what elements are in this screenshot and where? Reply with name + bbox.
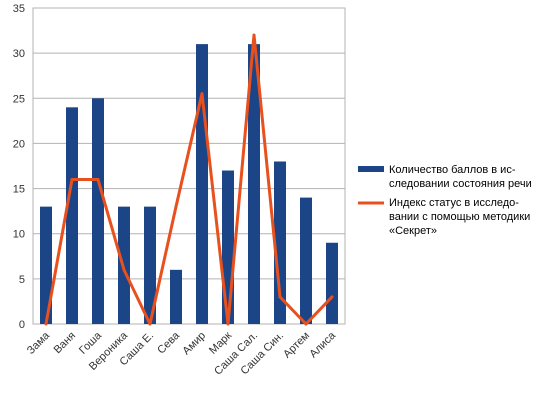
line-point: [71, 178, 74, 181]
line-point: [305, 323, 308, 326]
legend-swatch-bar: [358, 166, 384, 172]
line-point: [97, 178, 100, 181]
line-point: [123, 268, 126, 271]
bar: [92, 98, 104, 324]
bar: [326, 243, 338, 324]
line-point: [279, 295, 282, 298]
legend-label-line: Индекс статус в исследо-: [389, 197, 519, 209]
legend-label-bar: Количество баллов в ис-: [389, 164, 516, 176]
line-point: [149, 323, 152, 326]
line-point: [175, 205, 178, 208]
plot-area: [33, 8, 345, 324]
y-tick-label: 10: [13, 229, 25, 241]
y-tick-label: 25: [13, 93, 25, 105]
y-tick-label: 0: [19, 319, 25, 331]
line-point: [201, 92, 204, 95]
bar: [170, 270, 182, 324]
y-tick-label: 20: [13, 138, 25, 150]
bar: [66, 107, 78, 324]
x-tick-label: Алиса: [307, 329, 338, 360]
legend-label-line: «Секрет»: [389, 225, 437, 237]
line-point: [45, 323, 48, 326]
line-point: [227, 323, 230, 326]
line-point: [331, 295, 334, 298]
line-point: [253, 34, 256, 37]
y-tick-label: 5: [19, 274, 25, 286]
y-tick-label: 15: [13, 184, 25, 196]
y-tick-label: 30: [13, 48, 25, 60]
x-tick-label: Ваня: [52, 330, 79, 357]
y-axis-ticks: 0 5 10 15 20 25 30 35: [13, 3, 25, 331]
x-tick-label: Зама: [25, 329, 53, 357]
x-tick-label: Сева: [155, 329, 182, 356]
y-tick-label: 35: [13, 3, 25, 15]
bar: [196, 44, 208, 324]
legend-label-bar: следовании состояния речи: [389, 178, 532, 190]
x-tick-label: Артем: [281, 330, 312, 361]
legend: Количество баллов в ис-следовании состоя…: [358, 164, 532, 237]
bar: [300, 198, 312, 324]
legend-label-line: вании с помощью методики: [389, 211, 530, 223]
bar: [222, 171, 234, 324]
x-tick-label: Амир: [180, 330, 208, 358]
